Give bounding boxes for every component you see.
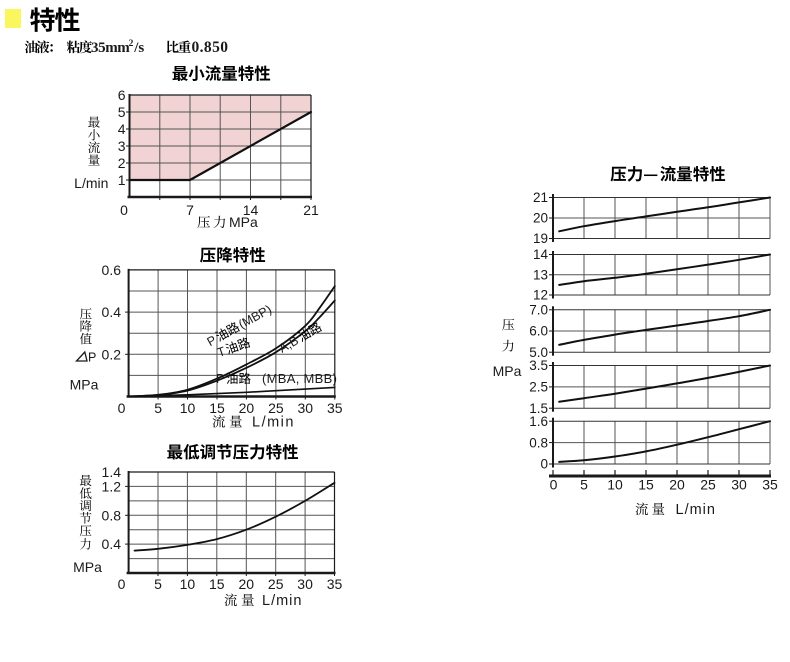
svg-text:5: 5 [580, 477, 588, 493]
svg-text:5.0: 5.0 [529, 345, 548, 360]
svg-text:21: 21 [303, 202, 319, 218]
svg-text:7: 7 [186, 202, 194, 218]
svg-text:2.5: 2.5 [529, 380, 548, 395]
svg-text:35: 35 [327, 576, 343, 592]
svg-text:MPa: MPa [73, 559, 102, 575]
svg-text:15: 15 [638, 477, 654, 493]
svg-text:P: P [216, 372, 224, 386]
svg-text:0.850: 0.850 [192, 39, 229, 56]
svg-text:P: P [88, 351, 96, 365]
svg-text:3.5: 3.5 [529, 358, 548, 373]
svg-text:10: 10 [607, 477, 623, 493]
svg-text:2: 2 [118, 155, 126, 171]
svg-text:5: 5 [154, 576, 162, 592]
svg-text:3: 3 [118, 138, 126, 154]
svg-text:MPa: MPa [229, 214, 258, 230]
svg-text:MPa: MPa [493, 363, 522, 379]
svg-text:L/min: L/min [252, 415, 295, 431]
svg-text:0: 0 [118, 400, 126, 416]
svg-text:1.6: 1.6 [529, 414, 548, 429]
svg-text:25: 25 [268, 576, 284, 592]
svg-text:0.4: 0.4 [102, 536, 122, 552]
svg-text:35: 35 [327, 400, 343, 416]
svg-text:21: 21 [533, 190, 548, 205]
svg-text:2: 2 [129, 39, 134, 49]
svg-text:14: 14 [243, 202, 259, 218]
svg-text:6.0: 6.0 [529, 324, 548, 339]
svg-text:5: 5 [118, 104, 126, 120]
svg-text:1.5: 1.5 [529, 401, 548, 416]
svg-text:10: 10 [180, 400, 196, 416]
svg-text:1.2: 1.2 [102, 478, 122, 494]
svg-text:14: 14 [533, 247, 549, 262]
svg-text:25: 25 [268, 400, 284, 416]
svg-text:20: 20 [533, 211, 548, 226]
svg-text:1.4: 1.4 [102, 464, 122, 480]
svg-text:15: 15 [209, 400, 225, 416]
svg-text:19: 19 [533, 231, 548, 246]
svg-text:10: 10 [180, 576, 196, 592]
svg-text:L/min: L/min [74, 175, 108, 191]
svg-text:(MBA, MBB): (MBA, MBB) [262, 371, 337, 386]
svg-text:0.6: 0.6 [102, 262, 122, 278]
svg-text:4: 4 [118, 121, 126, 137]
svg-text:6: 6 [118, 87, 126, 103]
svg-text:12: 12 [533, 288, 548, 303]
svg-text:30: 30 [731, 477, 747, 493]
svg-text:0.2: 0.2 [102, 346, 122, 362]
svg-text:25: 25 [700, 477, 716, 493]
svg-text:0.8: 0.8 [102, 507, 122, 523]
svg-text:0: 0 [540, 457, 548, 472]
svg-text:15: 15 [209, 576, 225, 592]
svg-text:35mm: 35mm [91, 40, 130, 56]
svg-text:L/min: L/min [262, 593, 302, 609]
svg-text:0: 0 [550, 477, 558, 493]
svg-text:13: 13 [533, 267, 548, 282]
svg-text:20: 20 [669, 477, 685, 493]
svg-text:/s: /s [133, 40, 144, 56]
svg-text:7.0: 7.0 [529, 303, 548, 318]
svg-text:30: 30 [298, 400, 314, 416]
svg-text:20: 20 [239, 400, 255, 416]
svg-text:1: 1 [118, 172, 126, 188]
svg-text:MPa: MPa [70, 377, 99, 393]
svg-text:30: 30 [297, 576, 313, 592]
svg-text:0.8: 0.8 [529, 435, 548, 450]
svg-text:5: 5 [154, 400, 162, 416]
svg-text:0.4: 0.4 [102, 304, 122, 320]
svg-text:L/min: L/min [676, 502, 716, 518]
svg-text:0: 0 [118, 576, 126, 592]
svg-text:0: 0 [120, 202, 128, 218]
svg-text:35: 35 [762, 477, 778, 493]
svg-text:20: 20 [239, 576, 255, 592]
